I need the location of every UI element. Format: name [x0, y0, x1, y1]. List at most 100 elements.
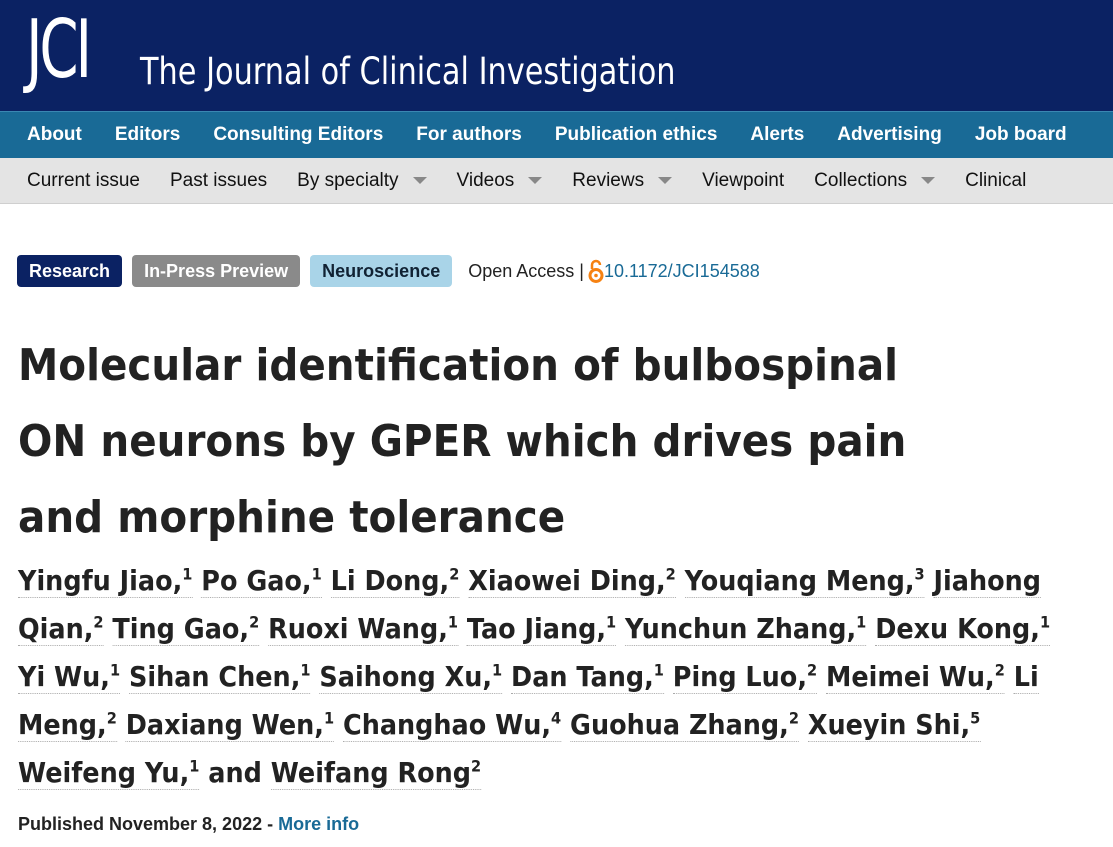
- chevron-down-icon: [658, 177, 673, 184]
- jci-logo[interactable]: JCI: [26, 3, 92, 96]
- nav-viewpoint[interactable]: Viewpoint: [687, 158, 799, 203]
- author-affiliation: 1: [606, 612, 617, 632]
- article-title: Molecular identification of bulbospinal …: [18, 340, 907, 543]
- journal-name[interactable]: The Journal of Clinical Investigation: [140, 50, 676, 93]
- nav-label: Collections: [814, 170, 908, 191]
- author-affiliation: 1: [311, 564, 322, 584]
- author-name[interactable]: Weifeng Yu,1: [18, 756, 200, 790]
- author-name-text: Xiaowei Ding: [468, 564, 656, 597]
- author-affiliation: 2: [994, 660, 1005, 680]
- author-name-text: Tao Jiang: [466, 612, 597, 645]
- author-affiliation: 2: [665, 564, 676, 584]
- research-tag[interactable]: Research: [17, 255, 123, 287]
- author-affiliation: 2: [106, 708, 117, 728]
- author-affiliation: 2: [249, 612, 260, 632]
- more-info-link[interactable]: More info: [278, 814, 360, 834]
- author-affiliation: 2: [93, 612, 104, 632]
- published-line: Published November 8, 2022 - More info: [18, 814, 359, 835]
- open-access-icon: [588, 259, 604, 283]
- nav-alerts[interactable]: Alerts: [750, 124, 805, 145]
- nav-reviews[interactable]: Reviews: [557, 158, 687, 203]
- author-name[interactable]: Ruoxi Wang,1: [268, 612, 459, 646]
- author-affiliation: 2: [470, 756, 482, 776]
- nav-consulting-editors[interactable]: Consulting Editors: [213, 124, 384, 145]
- secondary-nav: Current issue Past issues By specialty V…: [0, 158, 1113, 204]
- nav-publication-ethics[interactable]: Publication ethics: [554, 124, 718, 145]
- author-affiliation: 1: [1039, 612, 1051, 632]
- author-name-text: Xueyin Shi: [807, 708, 961, 741]
- author-name[interactable]: Dexu Kong,1: [875, 612, 1051, 646]
- author-name[interactable]: Xiaowei Ding,2: [468, 564, 676, 598]
- author-affiliation: 3: [914, 564, 925, 584]
- author-name-text: Li Meng: [18, 660, 1039, 741]
- nav-about[interactable]: About: [27, 124, 82, 145]
- author-name[interactable]: Changhao Wu,4: [342, 708, 562, 742]
- author-affiliation: 4: [551, 708, 562, 728]
- author-name-text: Yi Wu: [18, 660, 101, 693]
- author-name-text: Daxiang Wen: [125, 708, 315, 741]
- specialty-tag[interactable]: Neuroscience: [310, 255, 453, 287]
- author-affiliation: 5: [970, 708, 981, 728]
- author-name[interactable]: Ting Gao,2: [112, 612, 260, 646]
- author-affiliation: 1: [182, 564, 193, 584]
- author-name[interactable]: Ping Luo,2: [672, 660, 818, 694]
- author-name-text: Youqiang Meng: [684, 564, 905, 597]
- nav-collections[interactable]: Collections: [799, 158, 950, 203]
- nav-videos[interactable]: Videos: [442, 158, 558, 203]
- author-name-text: Ting Gao: [112, 612, 240, 645]
- author-name-text: Dan Tang: [511, 660, 645, 693]
- author-name[interactable]: Saihong Xu,1: [319, 660, 503, 694]
- author-affiliation: 1: [447, 612, 459, 632]
- nav-for-authors[interactable]: For authors: [416, 124, 522, 145]
- author-name-text: Ping Luo: [672, 660, 798, 693]
- author-name-text: Jiahong Qian: [18, 564, 1041, 645]
- author-affiliation: 1: [300, 660, 311, 680]
- author-name[interactable]: Sihan Chen,1: [129, 660, 311, 694]
- nav-label: Videos: [456, 170, 515, 191]
- author-name[interactable]: Li Meng,2: [18, 660, 1039, 742]
- in-press-tag[interactable]: In-Press Preview: [132, 255, 301, 287]
- nav-label: Viewpoint: [702, 170, 785, 191]
- author-affiliation: 1: [653, 660, 664, 680]
- author-name[interactable]: Yingfu Jiao,1: [18, 564, 193, 598]
- nav-job-board[interactable]: Job board: [974, 124, 1067, 145]
- author-name-text: Yunchun Zhang: [625, 612, 847, 645]
- doi-link[interactable]: 10.1172/JCI154588: [603, 260, 760, 281]
- author-affiliation: 1: [492, 660, 503, 680]
- author-name[interactable]: Jiahong Qian,2: [18, 564, 1041, 646]
- authors-and: and: [208, 756, 262, 789]
- author-name-text: Dexu Kong: [875, 612, 1031, 645]
- author-name[interactable]: Daxiang Wen,1: [125, 708, 335, 742]
- author-affiliation: 1: [856, 612, 867, 632]
- nav-by-specialty[interactable]: By specialty: [282, 158, 441, 203]
- author-name[interactable]: Xueyin Shi,5: [807, 708, 981, 742]
- nav-advertising[interactable]: Advertising: [837, 124, 942, 145]
- author-name[interactable]: Weifang Rong2: [270, 756, 482, 790]
- author-name[interactable]: Li Dong,2: [330, 564, 460, 598]
- author-name[interactable]: Yunchun Zhang,1: [625, 612, 867, 646]
- masthead: JCI The Journal of Clinical Investigatio…: [0, 0, 1113, 111]
- nav-current-issue[interactable]: Current issue: [0, 158, 155, 203]
- author-list: Yingfu Jiao,1 Po Gao,1 Li Dong,2 Xiaowei…: [18, 557, 1074, 797]
- nav-past-issues[interactable]: Past issues: [155, 158, 282, 203]
- nav-label: Clinical: [965, 170, 1027, 191]
- author-name[interactable]: Po Gao,1: [201, 564, 322, 598]
- author-name-text: Changhao Wu: [342, 708, 542, 741]
- chevron-down-icon: [412, 177, 427, 184]
- nav-label: Reviews: [572, 170, 645, 191]
- author-name-text: Li Dong: [330, 564, 440, 597]
- author-name[interactable]: Yi Wu,1: [18, 660, 121, 694]
- nav-editors[interactable]: Editors: [114, 124, 181, 145]
- author-name[interactable]: Meimei Wu,2: [826, 660, 1005, 694]
- nav-clinical[interactable]: Clinical: [950, 158, 1041, 203]
- primary-nav: About Editors Consulting Editors For aut…: [0, 111, 1113, 158]
- chevron-down-icon: [921, 177, 936, 184]
- author-name[interactable]: Dan Tang,1: [511, 660, 664, 694]
- author-name[interactable]: Tao Jiang,1: [466, 612, 617, 646]
- nav-label: By specialty: [297, 170, 399, 191]
- published-date: Published November 8, 2022 -: [18, 814, 274, 834]
- author-affiliation: 2: [788, 708, 799, 728]
- author-name[interactable]: Guohua Zhang,2: [570, 708, 799, 742]
- author-name-text: Meimei Wu: [826, 660, 986, 693]
- author-name[interactable]: Youqiang Meng,3: [684, 564, 925, 598]
